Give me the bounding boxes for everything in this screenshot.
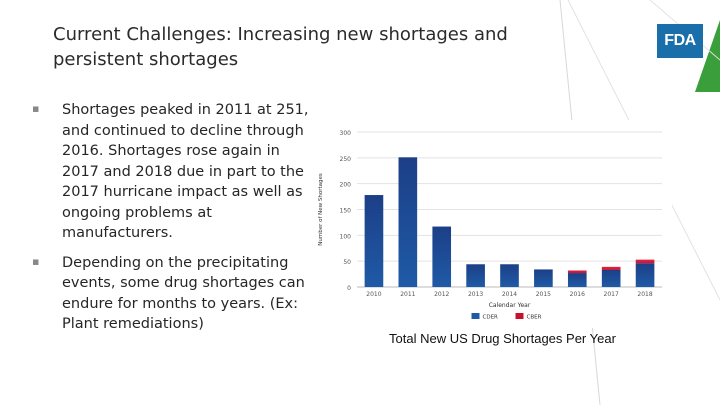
y-tick-label: 50 bbox=[343, 259, 351, 266]
legend-swatch-cber bbox=[515, 313, 524, 319]
x-axis-label: Calendar Year bbox=[489, 302, 531, 309]
x-tick-label: 2014 bbox=[502, 291, 517, 298]
x-tick-label: 2018 bbox=[637, 291, 652, 298]
bar-cder bbox=[364, 195, 384, 287]
bullet-marker-icon: ▪ bbox=[32, 102, 40, 115]
title-line-1: Current Challenges: Increasing new short… bbox=[53, 24, 508, 45]
bar-cder bbox=[500, 264, 519, 287]
bullet-text: Shortages peaked in 2011 at 251, and con… bbox=[62, 102, 309, 241]
bullet-marker-icon: ▪ bbox=[32, 254, 40, 268]
bar-cder bbox=[601, 269, 621, 287]
bullet-item: ▪ Depending on the precipitating events,… bbox=[30, 253, 320, 335]
legend-label-cber: CBER bbox=[527, 315, 542, 321]
x-tick-label: 2017 bbox=[604, 291, 619, 298]
bar-cder bbox=[398, 157, 418, 287]
y-tick-label: 200 bbox=[340, 182, 352, 189]
bullet-item: ▪ Shortages peaked in 2011 at 251, and c… bbox=[30, 100, 320, 244]
x-tick-label: 2011 bbox=[400, 291, 415, 298]
bar-cder bbox=[567, 273, 587, 287]
bar-cber bbox=[601, 266, 621, 270]
chart-caption: Total New US Drug Shortages Per Year bbox=[389, 331, 616, 346]
y-tick-label: 250 bbox=[340, 156, 352, 163]
bar-cder bbox=[432, 226, 452, 287]
bar-cder bbox=[534, 269, 553, 287]
bar-cder bbox=[466, 264, 485, 287]
x-tick-label: 2015 bbox=[536, 291, 551, 298]
chart-svg: 0 50 100 150 200 250 300 Number of New Shortage… bbox=[318, 130, 662, 321]
y-tick-label: 300 bbox=[340, 130, 352, 137]
legend-label-cder: CDER bbox=[483, 315, 499, 321]
y-tick-label: 0 bbox=[347, 285, 351, 292]
shortages-chart: 0 50 100 150 200 250 300 Number of New Shortage… bbox=[317, 120, 672, 328]
x-tick-label: 2013 bbox=[468, 291, 483, 298]
x-tick-label: 2016 bbox=[570, 291, 585, 298]
bar-cber bbox=[635, 259, 655, 264]
decoration-green-triangle bbox=[695, 20, 720, 92]
x-tick-label: 2012 bbox=[434, 291, 449, 298]
y-axis-label: Number of New Shortages bbox=[318, 173, 324, 246]
bullet-list: ▪ Shortages peaked in 2011 at 251, and c… bbox=[30, 100, 320, 344]
legend-swatch-cder bbox=[471, 313, 480, 319]
page-title: Current Challenges: Increasing new short… bbox=[53, 22, 553, 72]
y-tick-label: 100 bbox=[340, 233, 352, 240]
title-line-2: persistent shortages bbox=[53, 49, 239, 70]
bar-cder bbox=[635, 263, 655, 287]
bar-cber bbox=[567, 270, 587, 274]
bullet-text: Depending on the precipitating events, s… bbox=[62, 254, 305, 333]
y-tick-label: 150 bbox=[340, 208, 352, 215]
x-tick-label: 2010 bbox=[366, 291, 381, 298]
fda-logo: FDA bbox=[657, 24, 703, 58]
